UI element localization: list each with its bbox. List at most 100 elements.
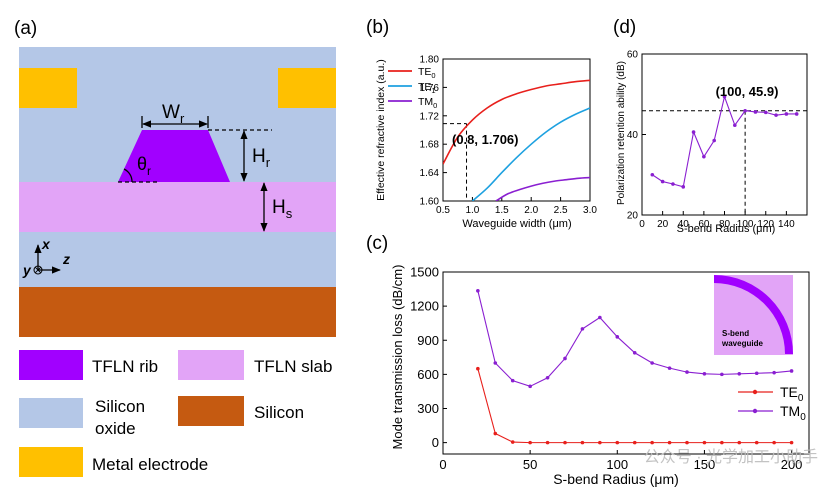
legend-swatch-rib [19,350,83,380]
x-tick-label: 1.0 [465,205,479,216]
legend-swatch-oxide [19,398,83,428]
data-point-te0 [510,440,515,444]
y-axis-symbol [33,265,43,275]
x-tick-label: 80 [719,219,731,230]
data-point-tm0 [493,361,498,365]
tfln-slab [19,182,336,232]
data-point-tm0 [737,372,742,376]
y-tick-label: 1200 [410,299,439,314]
x-tick-label: 2.0 [524,205,538,216]
data-point-tm0 [476,288,480,293]
x-tick-label: 40 [678,219,690,230]
chart-b-xlabel: Waveguide width (μm) [462,218,571,230]
plot-c-frame [442,271,810,455]
data-point-tm0 [650,361,654,365]
data-point-te0 [598,440,602,445]
y-tick-label: 1.60 [420,197,440,208]
data-point-series-0 [671,182,675,186]
data-point-te0 [754,440,759,445]
panel-a: (a) Wr Hr Hs θr x y z TFLN rib [14,18,336,477]
x-tick-label: 150 [694,457,716,472]
chart-c-ylabel: Mode transmission loss (dB/cm) [390,265,405,450]
data-point-te0 [545,440,550,445]
data-point-tm0 [754,371,759,376]
panel-b: (b) 0.5 1.0 1.5 2.0 2.5 3.0 1.60 1.64 1.68 1.72 1.… [366,17,597,230]
panel-b-label: (b) [366,17,389,38]
chart-c-xlabel: S-bend Radius (μm) [553,471,679,487]
x-tick-label: 0.5 [436,205,450,216]
hs-label: Hs [272,197,293,221]
annotation-b: (0.8, 1.706) [452,132,519,147]
y-tick-label: 1500 [410,265,439,280]
data-point-series-0 [774,113,778,117]
legend-label-c-te0: TE0 [780,384,804,404]
legend-marker-c-te0 [752,389,758,395]
data-point-series-0 [784,112,789,116]
x-tick-label: 2.5 [554,205,568,216]
y-tick-label: 900 [417,333,439,348]
data-point-series-0 [794,112,799,116]
legend-label-oxide-line1: Silicon [95,397,145,416]
legend-label-te0: TE0 [418,66,436,80]
data-point-series-0 [681,185,686,189]
x-tick-label: 0 [439,457,446,472]
data-point-tm0 [528,384,532,389]
legend-swatch-electrode [19,447,83,477]
theta-arc [123,168,133,183]
wr-label: Wr [162,102,185,126]
y-tick-label: 300 [417,401,439,416]
data-point-te0 [650,440,654,445]
data-point-te0 [667,440,672,445]
panel-c-label: (c) [366,233,388,254]
x-tick-label: 100 [737,219,754,230]
data-point-tm0 [702,372,707,376]
legend-label-slab: TFLN slab [254,357,332,376]
theta-label: θr [137,154,151,178]
legend-label-silicon: Silicon [254,403,304,422]
data-point-tm0 [598,315,602,320]
data-point-te0 [685,440,689,445]
data-point-tm0 [772,370,776,375]
data-point-te0 [580,440,585,445]
plot-c-series-group [476,288,794,445]
legend-label-oxide-line2: oxide [95,419,136,438]
data-point-series-0 [650,172,655,177]
data-point-tm0 [667,366,672,370]
plot-b-frame [442,58,591,202]
watermark: 公众号 · 光学加工小助手 [644,448,818,466]
data-point-te0 [615,440,620,445]
data-point-series-0 [660,179,665,184]
chart-d-xlabel: S-bend Radius (μm) [677,223,776,235]
data-point-te0 [493,431,498,436]
y-tick-label: 1.72 [420,111,440,122]
data-point-tm0 [720,372,724,377]
axis-x-label: x [41,236,51,252]
data-point-te0 [789,440,794,445]
x-tick-label: 120 [757,219,774,230]
right-electrode [278,68,336,108]
plot-d-series-group [650,94,799,189]
x-tick-label: 1.5 [495,205,509,216]
plot-b-series-group [443,79,590,201]
x-tick-label: 60 [698,219,710,230]
chart-b-ylabel: Effective refractive index (a.u.) [375,59,387,201]
axis-y-label: y [22,262,32,278]
legend-label-electrode: Metal electrode [92,455,208,474]
tfln-rib [118,130,230,182]
y-tick-label: 0 [432,435,439,450]
axis-z-label: z [62,251,70,267]
x-tick-label: 140 [778,219,795,230]
series-line-te0 [477,368,792,444]
plot-d-frame [641,53,808,216]
panel-c: (c) 0 50 100 150 200 0 300 600 900 1200 1500 S-ben… [366,233,810,487]
left-electrode [19,68,77,108]
data-point-tm0 [510,378,515,383]
data-point-series-0 [722,94,727,99]
data-point-te0 [772,440,776,445]
series-line-tm0 [495,176,590,201]
data-point-te0 [632,440,637,445]
panel-a-label: (a) [14,18,37,39]
data-point-te0 [737,440,742,445]
